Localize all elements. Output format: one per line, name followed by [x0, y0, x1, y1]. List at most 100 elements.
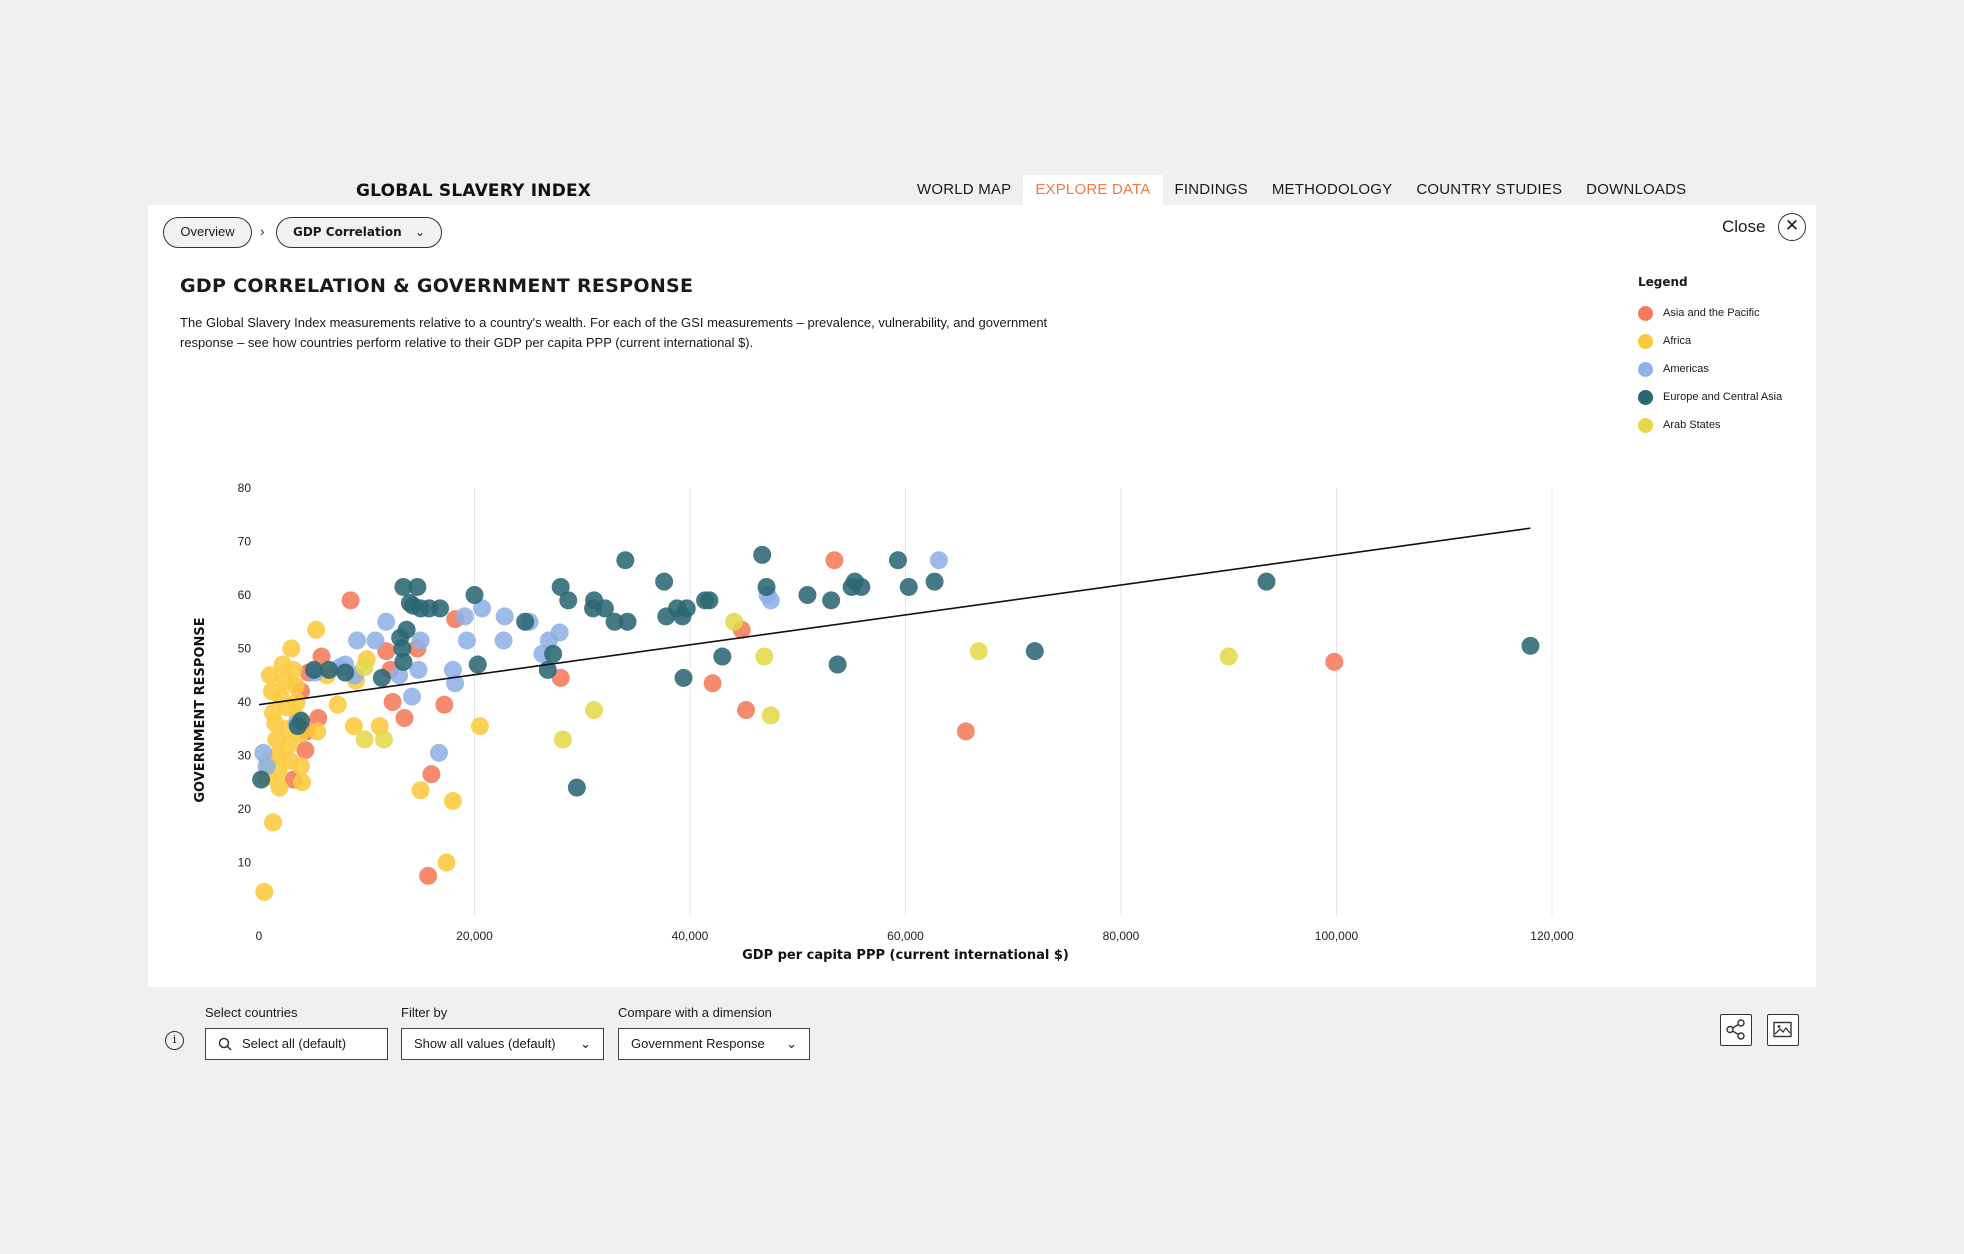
chart-panel: Overview › GDP Correlation ⌄ Close ✕ GDP… — [148, 205, 1816, 987]
data-point — [494, 631, 513, 650]
data-point — [725, 612, 744, 631]
legend-title: Legend — [1638, 275, 1688, 289]
data-point — [307, 620, 326, 639]
data-point — [674, 668, 693, 687]
data-point — [470, 717, 489, 736]
data-point — [677, 599, 696, 618]
legend-swatch — [1638, 333, 1653, 349]
data-point — [618, 612, 637, 631]
chevron-down-icon: ⌄ — [786, 1036, 797, 1051]
y-tick-label: 30 — [238, 749, 252, 763]
legend-item[interactable]: Africa — [1638, 327, 1782, 355]
data-point — [455, 607, 474, 626]
legend-item[interactable]: Europe and Central Asia — [1638, 383, 1782, 411]
data-point — [255, 882, 274, 901]
data-point — [468, 655, 487, 674]
legend-swatch — [1638, 389, 1653, 405]
data-point — [437, 853, 456, 872]
chevron-down-icon: ⌄ — [414, 225, 425, 239]
legend-label: Africa — [1663, 335, 1692, 347]
data-point — [899, 577, 918, 596]
data-point — [293, 773, 312, 792]
data-point — [753, 545, 772, 564]
data-point — [443, 660, 462, 679]
data-point — [700, 591, 719, 610]
y-tick-label: 50 — [238, 642, 252, 656]
info-icon[interactable]: i — [165, 1031, 184, 1050]
data-point — [1219, 647, 1238, 666]
data-point — [394, 652, 413, 671]
y-axis-title: GOVERNMENT RESPONSE — [193, 617, 208, 802]
nav-item-explore-data[interactable]: EXPLORE DATA — [1023, 175, 1163, 205]
compare-dimension-label: Compare with a dimension — [618, 1005, 772, 1020]
download-image-button[interactable] — [1767, 1014, 1799, 1046]
data-point — [403, 687, 422, 706]
nav-item-country-studies[interactable]: COUNTRY STUDIES — [1416, 181, 1563, 198]
x-axis-title: GDP per capita PPP (current internationa… — [742, 948, 1069, 963]
data-point — [1325, 652, 1344, 671]
data-point — [465, 586, 484, 604]
data-point — [595, 599, 614, 618]
data-point — [1257, 572, 1276, 591]
data-point — [328, 695, 347, 714]
compare-dimension-select[interactable]: Government Response ⌄ — [618, 1028, 810, 1060]
data-point — [320, 660, 339, 679]
data-point — [929, 551, 948, 570]
y-tick-label: 40 — [238, 695, 252, 709]
data-point — [252, 770, 271, 789]
data-point — [828, 655, 847, 674]
close-icon[interactable]: ✕ — [1778, 213, 1806, 241]
data-point — [292, 711, 311, 730]
data-point — [355, 658, 374, 677]
data-point — [344, 717, 363, 736]
data-point — [443, 791, 462, 810]
search-icon — [218, 1037, 232, 1051]
x-tick-label: 120,000 — [1530, 929, 1574, 943]
trend-line — [258, 527, 1531, 706]
legend-item[interactable]: Americas — [1638, 355, 1782, 383]
nav-item-methodology[interactable]: METHODOLOGY — [1271, 181, 1393, 198]
data-point — [969, 642, 988, 661]
share-icon — [1726, 1019, 1745, 1040]
image-download-icon — [1773, 1021, 1792, 1038]
brand-logo[interactable]: GLOBAL SLAVERY INDEX — [356, 181, 592, 201]
data-point — [550, 623, 569, 642]
data-point — [755, 647, 774, 666]
data-point — [411, 631, 430, 650]
app-frame: GLOBAL SLAVERY INDEX WORLD MAP EXPLORE DA… — [148, 175, 1816, 1078]
data-point — [296, 741, 315, 760]
share-button[interactable] — [1720, 1014, 1752, 1046]
data-point — [822, 591, 841, 610]
nav-item-world-map[interactable]: WORLD MAP — [917, 181, 1012, 198]
nav-item-downloads[interactable]: DOWNLOADS — [1586, 181, 1687, 198]
legend-swatch — [1638, 417, 1653, 433]
select-countries-input[interactable]: Select all (default) — [205, 1028, 388, 1060]
legend-label: Asia and the Pacific — [1663, 307, 1760, 319]
breadcrumb-overview-button[interactable]: Overview — [163, 217, 252, 248]
data-point — [286, 676, 305, 695]
legend-item[interactable]: Arab States — [1638, 411, 1782, 439]
x-tick-label: 80,000 — [1103, 929, 1140, 943]
data-point — [282, 639, 301, 658]
x-tick-label: 60,000 — [887, 929, 924, 943]
data-point — [341, 591, 360, 610]
data-point — [473, 599, 492, 618]
data-point — [383, 693, 402, 711]
data-point — [798, 586, 817, 604]
nav-item-findings[interactable]: FINDINGS — [1174, 181, 1248, 198]
data-point — [655, 572, 674, 591]
data-point — [348, 631, 367, 650]
data-point — [703, 674, 722, 693]
filter-by-select[interactable]: Show all values (default) ⌄ — [401, 1028, 604, 1060]
data-point — [457, 631, 476, 650]
legend-label: Arab States — [1663, 419, 1721, 431]
legend-item[interactable]: Asia and the Pacific — [1638, 299, 1782, 327]
data-point — [393, 639, 412, 658]
close-label[interactable]: Close — [1722, 217, 1766, 236]
data-point — [411, 781, 430, 800]
data-point — [292, 757, 311, 776]
data-point — [516, 612, 535, 631]
breadcrumb-view-dropdown[interactable]: GDP Correlation ⌄ — [276, 217, 442, 248]
data-point — [551, 577, 570, 596]
select-countries-value: Select all (default) — [242, 1036, 347, 1051]
